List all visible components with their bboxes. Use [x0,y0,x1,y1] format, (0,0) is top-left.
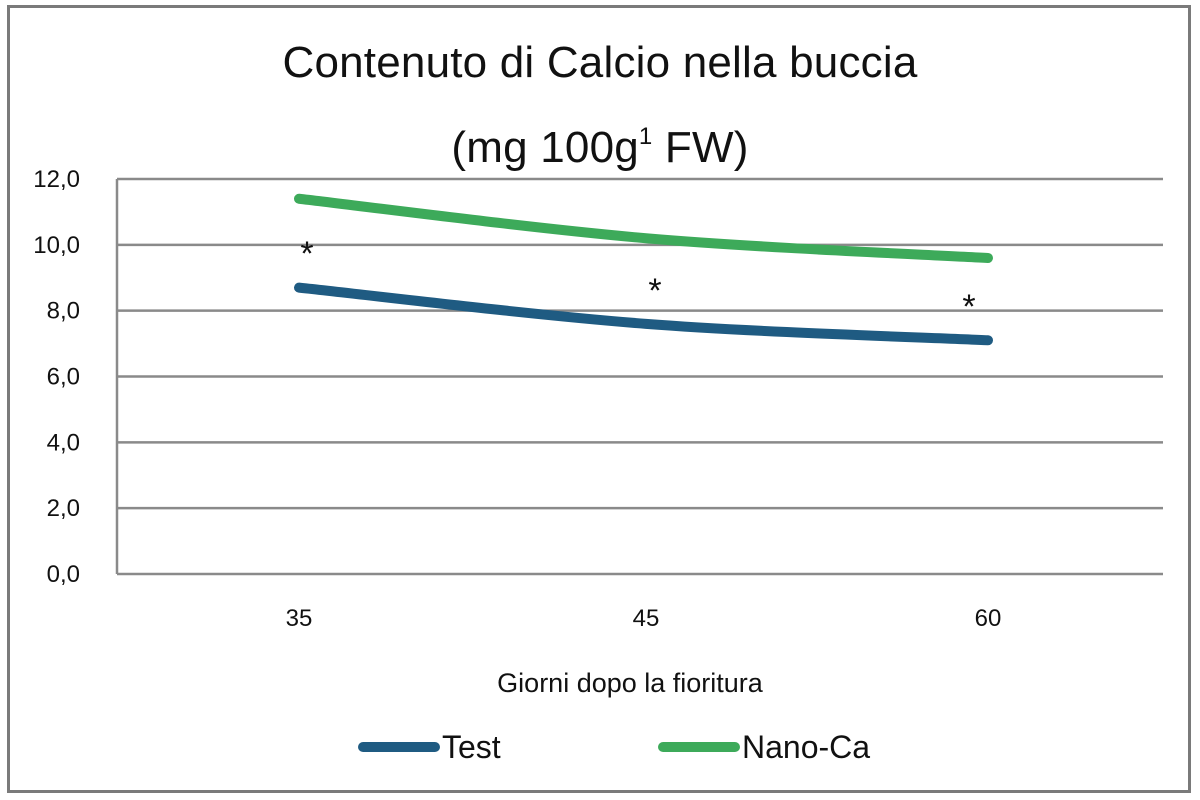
legend-label-test: Test [442,728,501,765]
x-axis-ticks: 35 45 60 [286,605,1002,632]
series-line-nano-ca[interactable] [294,193,993,263]
significance-asterisk: * [300,235,313,273]
title-unit-superscript: 1 [638,123,653,150]
y-tick-label: 4,0 [47,429,80,456]
legend: Test Nano-Ca [0,722,1200,772]
significance-markers: * * * [300,235,975,326]
x-tick-label: 60 [975,605,1002,632]
legend-swatch-nano-ca [658,742,740,752]
significance-asterisk: * [962,288,975,326]
y-tick-label: 6,0 [47,364,80,391]
legend-item-nano-ca[interactable]: Nano-Ca [658,722,870,772]
gridlines [115,177,1163,576]
data-series [294,193,993,346]
y-tick-label: 8,0 [47,298,80,325]
title-unit-prefix: (mg 100g [451,123,639,172]
y-tick-label: 10,0 [33,232,80,259]
legend-label-nano-ca: Nano-Ca [742,728,871,765]
y-tick-label: 12,0 [33,166,80,193]
legend-swatch-test [358,742,440,752]
y-axis-ticks: 0,0 2,0 4,0 6,0 8,0 10,0 12,0 [33,166,80,588]
legend-item-test[interactable]: Test [358,722,501,772]
y-tick-label: 2,0 [47,495,80,522]
x-axis-label: Giorni dopo la fioritura [497,668,763,698]
title-unit-suffix: FW) [652,123,749,172]
chart-title-line2: (mg 100g1 FW) [0,110,1200,175]
x-tick-label: 45 [633,605,660,632]
series-line-test[interactable] [294,282,993,346]
significance-asterisk: * [648,272,661,310]
y-tick-label: 0,0 [47,561,80,588]
chart-title-line1: Contenuto di Calcio nella buccia [282,38,918,87]
x-tick-label: 35 [286,605,313,632]
chart-frame [7,5,1191,793]
